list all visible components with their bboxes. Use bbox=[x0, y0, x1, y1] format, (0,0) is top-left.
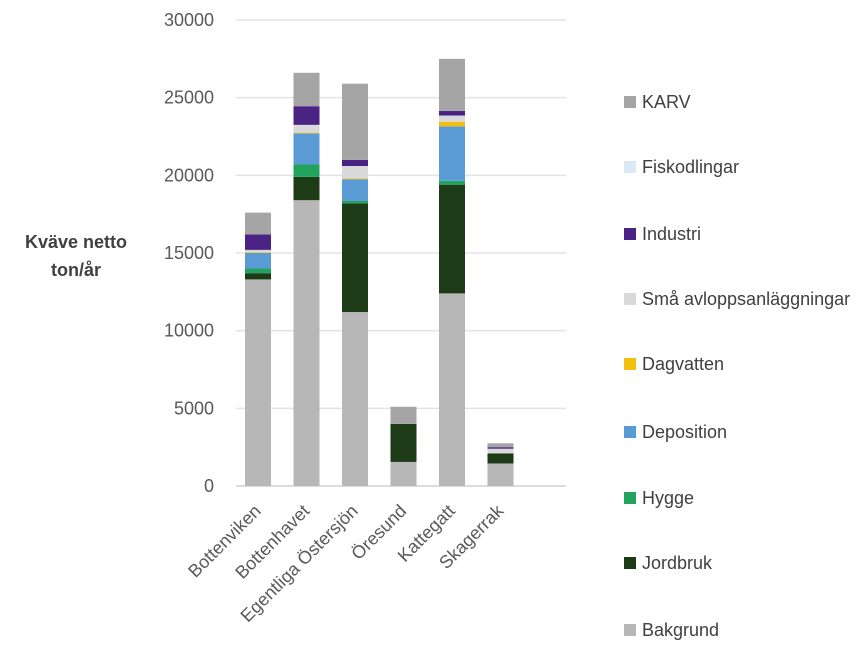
bars bbox=[245, 58, 514, 487]
y-axis-label-line-2: ton/år bbox=[50, 260, 101, 280]
bar-segment-jordbruk bbox=[390, 423, 417, 462]
bar-segment-deposition bbox=[439, 126, 465, 181]
bar-segment-industri bbox=[342, 159, 368, 167]
bar-segment-bakgrund bbox=[439, 293, 465, 486]
legend-swatch-bakgrund bbox=[624, 624, 636, 636]
legend-swatch-sma-avlopp bbox=[624, 293, 636, 305]
bar-segment-deposition bbox=[293, 133, 320, 165]
bar-segment-karv bbox=[342, 83, 368, 160]
legend-label-industri: Industri bbox=[642, 224, 702, 244]
bar-segment-dagvatten bbox=[342, 178, 368, 180]
bar-segment-bakgrund bbox=[390, 461, 417, 486]
bar-segment-karv bbox=[245, 212, 271, 235]
legend-swatch-industri bbox=[624, 228, 636, 240]
y-tick-label: 15000 bbox=[164, 243, 214, 263]
y-tick-label: 0 bbox=[204, 476, 214, 496]
legend-item-deposition: Deposition bbox=[624, 420, 727, 444]
legend-item-sma-avlopp: Små avloppsanläggningar bbox=[624, 287, 858, 311]
legend-swatch-karv bbox=[624, 96, 636, 108]
y-axis-label-line-1: Kväve netto bbox=[24, 232, 128, 252]
legend-label-karv: KARV bbox=[642, 92, 691, 112]
legend-item-karv: KARV bbox=[624, 90, 691, 114]
y-tick-label: 30000 bbox=[164, 10, 214, 30]
legend-label-dagvatten: Dagvatten bbox=[642, 354, 725, 374]
bar-segment-dagvatten bbox=[293, 132, 320, 134]
bar-segment-sma-avloppsanlaggningar bbox=[439, 115, 465, 122]
y-tick-label: 5000 bbox=[174, 398, 214, 418]
legend-swatch-deposition bbox=[624, 426, 636, 438]
bar-segment-sma-avloppsanlaggningar bbox=[245, 249, 271, 253]
y-axis-ticks: 0 5000 10000 15000 20000 25000 30000 bbox=[164, 10, 214, 496]
y-axis-label: Kväve netto ton/år bbox=[10, 228, 142, 284]
legend-swatch-jordbruk bbox=[624, 557, 636, 569]
bar-segment-hygge bbox=[342, 200, 368, 204]
legend-item-hygge: Hygge bbox=[624, 486, 694, 510]
legend-label-sma-avlopp: Små avloppsanläggningar bbox=[642, 289, 851, 309]
y-tick-label: 10000 bbox=[164, 321, 214, 341]
bar-segment-dagvatten bbox=[245, 252, 271, 253]
bar-segment-karv bbox=[439, 58, 465, 111]
legend-label-hygge: Hygge bbox=[642, 488, 695, 508]
bar-segment-industri bbox=[293, 106, 320, 125]
legend-label-deposition: Deposition bbox=[642, 422, 728, 442]
legend-item-industri: Industri bbox=[624, 222, 701, 246]
bar-segment-jordbruk bbox=[293, 176, 320, 201]
bar-segment-deposition bbox=[342, 179, 368, 201]
bar-segment-jordbruk bbox=[245, 273, 271, 280]
legend: KARV Fiskodlingar Industri Små avloppsan… bbox=[624, 0, 858, 655]
bar-segment-bakgrund bbox=[293, 200, 320, 487]
bar-segment-hygge bbox=[293, 164, 320, 177]
legend-swatch-hygge bbox=[624, 492, 636, 504]
bar-segment-karv bbox=[293, 72, 320, 107]
bar-segment-sma-avloppsanlaggningar bbox=[342, 166, 368, 179]
bar-segment-sma-avloppsanlaggningar bbox=[487, 448, 514, 454]
bar-segment-hygge bbox=[245, 268, 271, 274]
legend-item-dagvatten: Dagvatten bbox=[624, 352, 724, 376]
y-tick-label: 20000 bbox=[164, 165, 214, 185]
bar-segment-dagvatten bbox=[439, 121, 465, 127]
bar-segment-karv bbox=[487, 443, 514, 448]
y-tick-label: 25000 bbox=[164, 88, 214, 108]
bar-segment-bakgrund bbox=[245, 279, 271, 486]
legend-item-bakgrund: Bakgrund bbox=[624, 618, 719, 642]
bar-segment-karv bbox=[390, 406, 417, 424]
gridlines bbox=[236, 19, 566, 487]
legend-label-bakgrund: Bakgrund bbox=[642, 620, 720, 640]
bar-segment-bakgrund bbox=[487, 463, 514, 486]
bar-segment-bakgrund bbox=[342, 312, 368, 486]
legend-label-jordbruk: Jordbruk bbox=[642, 553, 713, 573]
legend-swatch-fiskodlingar bbox=[624, 161, 636, 173]
legend-item-jordbruk: Jordbruk bbox=[624, 551, 712, 575]
bar-segment-deposition bbox=[245, 253, 271, 269]
bar-segment-jordbruk bbox=[487, 453, 514, 464]
bar-segment-sma-avloppsanlaggningar bbox=[293, 124, 320, 133]
bar-segment-industri bbox=[245, 234, 271, 250]
bar-segment-hygge bbox=[439, 180, 465, 185]
legend-swatch-dagvatten bbox=[624, 358, 636, 370]
bar-segment-industri bbox=[439, 110, 465, 116]
bar-segment-jordbruk bbox=[342, 203, 368, 313]
stacked-bar-chart: 0 5000 10000 15000 20000 25000 30000 Bottenvik… bbox=[164, 10, 566, 626]
legend-item-fiskodlingar: Fiskodlingar bbox=[624, 155, 739, 179]
bar-segment-industri bbox=[487, 447, 514, 449]
legend-label-fiskodlingar: Fiskodlingar bbox=[642, 157, 740, 177]
bar-segment-jordbruk bbox=[439, 184, 465, 294]
